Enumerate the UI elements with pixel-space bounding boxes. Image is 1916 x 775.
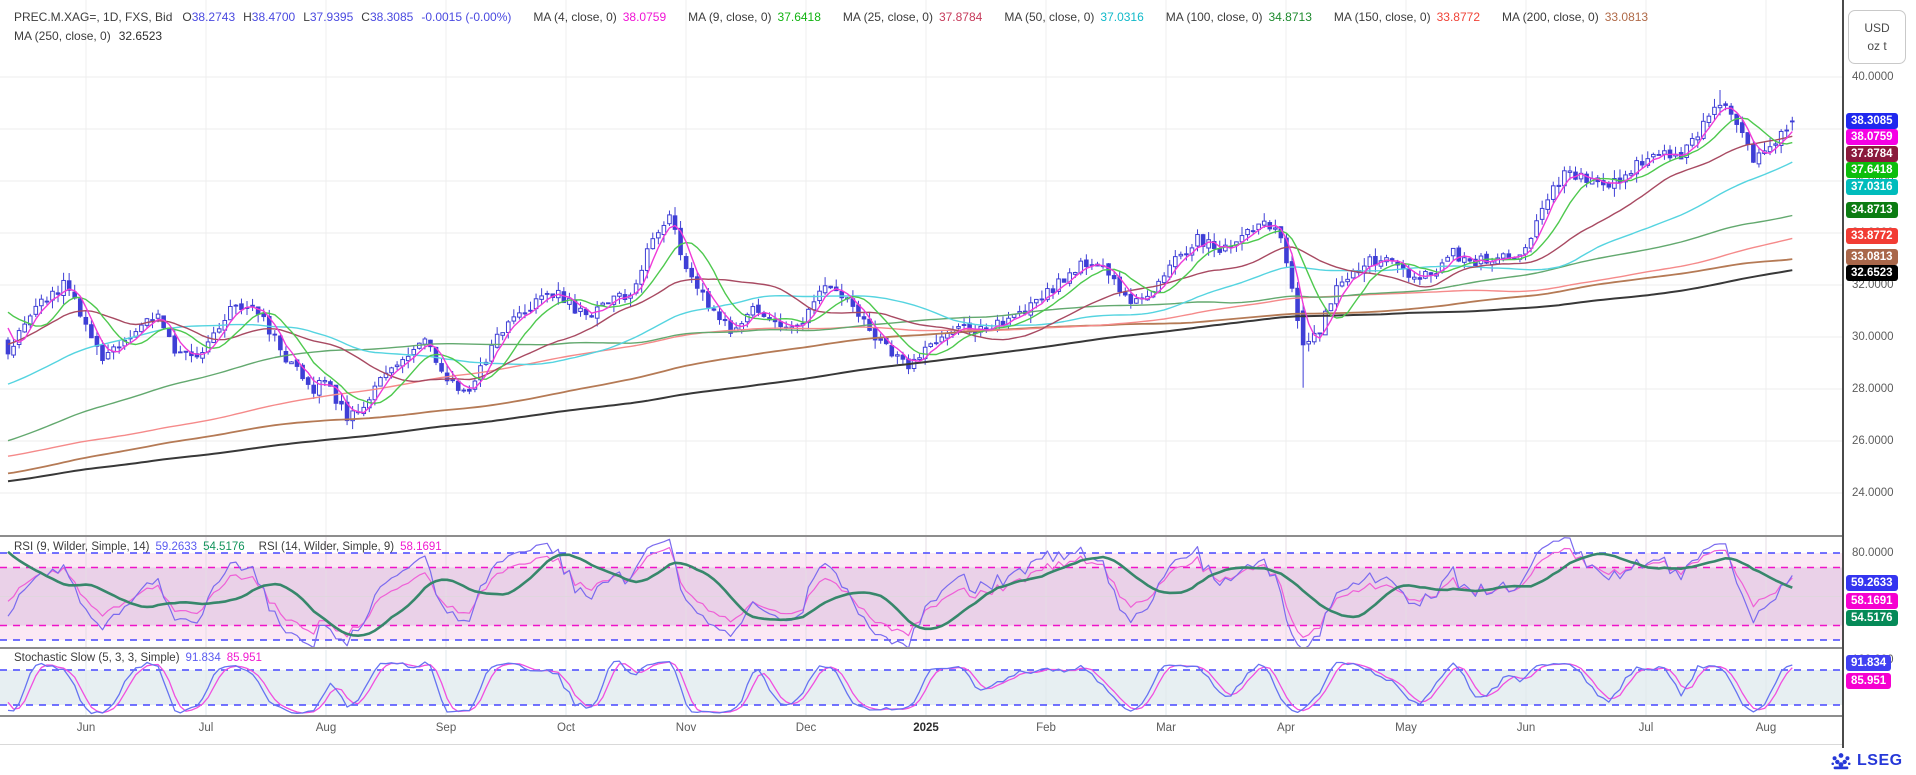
chart-legend: PREC.M.XAG=, 1D, FXS, Bid O38.2743 H38.470… [14, 8, 1648, 46]
legend-seg-17: 37.0316 [1100, 10, 1144, 24]
stoch-legend-seg-2: 85.951 [226, 652, 262, 664]
rsi-tick-80: 80.0000 [1852, 547, 1894, 559]
value-badge-54.5176: 54.5176 [1846, 610, 1898, 627]
legend-seg-1: O [182, 10, 192, 24]
legend-seg-2: 38.2743 [191, 10, 236, 24]
lseg-logo-icon [1831, 753, 1851, 770]
rsi-legend: RSI (9, Wilder, Simple, 14) 59.2633 54.517… [14, 541, 442, 553]
legend-seg-8: 38.3085 [369, 10, 414, 24]
value-badge-33.0813: 33.0813 [1846, 248, 1898, 265]
main-price-pane[interactable] [0, 0, 1842, 536]
price-tick-32.0000: 32.0000 [1852, 279, 1894, 291]
value-badge-33.8772: 33.8772 [1846, 228, 1898, 245]
unit-currency: USD [1864, 21, 1890, 35]
stochastic-legend: Stochastic Slow (5, 3, 3, Simple) 91.834 8… [14, 652, 262, 664]
time-tick-Aug-2: Aug [315, 722, 337, 734]
time-tick-Mar-9: Mar [1156, 722, 1176, 734]
stoch-legend-seg-1: 91.834 [185, 652, 221, 664]
value-badge-38.0759: 38.0759 [1846, 129, 1898, 146]
time-tick-Jul-13: Jul [1638, 722, 1654, 734]
legend-seg-7: C [361, 10, 370, 24]
legend-seg-16: MA (50, close, 0) [1004, 10, 1095, 24]
legend-ma250-1: 32.6523 [118, 29, 163, 43]
legend-seg-10: MA (4, close, 0) [533, 10, 617, 24]
rsi-pane[interactable] [0, 537, 1842, 648]
time-axis-top-border [0, 715, 1842, 717]
legend-seg-12: MA (9, close, 0) [688, 10, 772, 24]
time-tick-Jun-0: Jun [76, 722, 96, 734]
time-tick-Aug-14: Aug [1755, 722, 1777, 734]
rsi-legend-seg-4: 58.1691 [400, 541, 442, 553]
time-tick-Oct-4: Oct [557, 722, 575, 734]
legend-line-1: PREC.M.XAG=, 1D, FXS, Bid O38.2743 H38.470… [14, 8, 1648, 27]
time-tick-Jul-1: Jul [198, 722, 214, 734]
legend-seg-4: 38.4700 [251, 10, 296, 24]
legend-seg-15: 37.8784 [938, 10, 983, 24]
pane-divider-rsi-stoch[interactable] [0, 647, 1842, 649]
price-tick-40.0000: 40.0000 [1852, 71, 1894, 83]
legend-seg-22: MA (200, close, 0) [1502, 10, 1599, 24]
price-tick-26.0000: 26.0000 [1852, 435, 1894, 447]
price-axis-line [1842, 0, 1844, 748]
value-badge-85.951: 85.951 [1846, 672, 1892, 689]
value-badge-91.834: 91.834 [1846, 655, 1892, 672]
legend-seg-9: -0.0015 (-0.00%) [421, 10, 512, 24]
time-tick-2025-7: 2025 [913, 722, 939, 734]
time-tick-Sep-3: Sep [435, 722, 457, 734]
legend-seg-21: 33.8772 [1436, 10, 1480, 24]
value-badge-59.2633: 59.2633 [1846, 575, 1898, 592]
legend-seg-6: 37.9395 [309, 10, 354, 24]
value-badge-37.6418: 37.6418 [1846, 162, 1898, 179]
time-tick-May-11: May [1395, 722, 1417, 734]
legend-seg-20: MA (150, close, 0) [1333, 10, 1431, 24]
legend-seg-0: PREC.M.XAG=, 1D, FXS, Bid [14, 10, 173, 24]
stochastic-pane[interactable] [0, 650, 1842, 716]
time-tick-Nov-5: Nov [675, 722, 697, 734]
moving-average-lines [7, 107, 1793, 483]
value-badge-58.1691: 58.1691 [1846, 592, 1898, 609]
legend-ma250-0: MA (250, close, 0) [14, 29, 111, 43]
rsi-legend-seg-2: 54.5176 [203, 541, 245, 553]
legend-seg-5: L [303, 10, 310, 24]
value-badge-37.0316: 37.0316 [1846, 178, 1898, 195]
time-tick-Apr-10: Apr [1277, 722, 1295, 734]
stoch-legend-seg-0: Stochastic Slow (5, 3, 3, Simple) [14, 652, 180, 664]
value-badge-32.6523: 32.6523 [1846, 265, 1898, 282]
time-axis-bottom-border [0, 744, 1842, 745]
legend-seg-13: 37.6418 [777, 10, 821, 24]
time-tick-Dec-6: Dec [795, 722, 817, 734]
pane-divider-main-rsi[interactable] [0, 535, 1842, 537]
value-badge-34.8713: 34.8713 [1846, 202, 1898, 219]
value-badge-37.8784: 37.8784 [1846, 145, 1898, 162]
legend-seg-3: H [243, 10, 252, 24]
rsi-legend-seg-1: 59.2633 [155, 541, 198, 553]
time-tick-Feb-8: Feb [1036, 722, 1056, 734]
legend-seg-18: MA (100, close, 0) [1165, 10, 1263, 24]
legend-seg-19: 34.8713 [1268, 10, 1312, 24]
legend-seg-11: 38.0759 [622, 10, 667, 24]
legend-line-2: MA (250, close, 0) 32.6523 [14, 27, 1648, 46]
rsi-legend-seg-0: RSI (9, Wilder, Simple, 14) [14, 541, 150, 553]
price-tick-24.0000: 24.0000 [1852, 487, 1894, 499]
rsi-legend-seg-3: RSI (14, Wilder, Simple, 9) [258, 541, 395, 553]
unit-box: USD oz t [1848, 10, 1906, 64]
time-tick-Jun-12: Jun [1516, 722, 1536, 734]
price-tick-28.0000: 28.0000 [1852, 383, 1894, 395]
unit-measure: oz t [1867, 39, 1887, 53]
value-badge-38.3085: 38.3085 [1846, 112, 1898, 129]
lseg-logo-text: LSEG [1857, 752, 1903, 769]
lseg-logo: LSEG [1830, 750, 1903, 772]
price-tick-30.0000: 30.0000 [1852, 331, 1894, 343]
legend-seg-23: 33.0813 [1604, 10, 1649, 24]
legend-seg-14: MA (25, close, 0) [842, 10, 933, 24]
